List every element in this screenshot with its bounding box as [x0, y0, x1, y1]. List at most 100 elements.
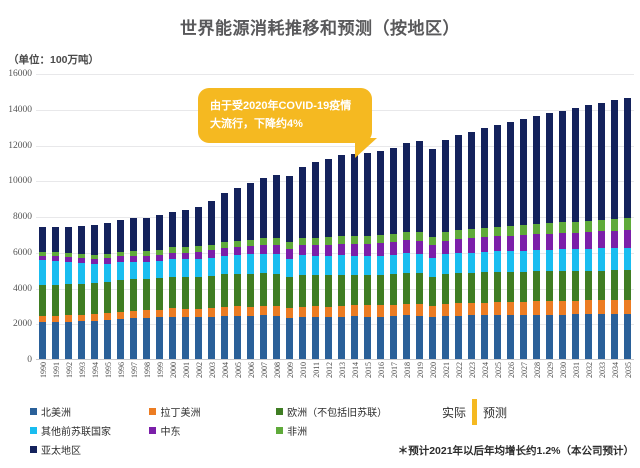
- bar-segment: [155, 309, 164, 318]
- bar-column[interactable]: [545, 113, 554, 360]
- bar-column[interactable]: [311, 161, 320, 360]
- bar-segment: [220, 306, 229, 316]
- bar-column[interactable]: [623, 97, 632, 360]
- bar-column[interactable]: [389, 147, 398, 360]
- bar-segment: [402, 303, 411, 316]
- bar-segment: [610, 314, 619, 360]
- bar-column[interactable]: [441, 139, 450, 360]
- bar-column[interactable]: [506, 121, 515, 360]
- bar-segment: [38, 251, 47, 256]
- bar-column[interactable]: [532, 116, 541, 360]
- bar-segment: [454, 253, 463, 274]
- bar-column[interactable]: [454, 135, 463, 360]
- bar-column[interactable]: [480, 128, 489, 360]
- bar-segment: [194, 246, 203, 252]
- bar-column[interactable]: [597, 102, 606, 360]
- bar-column[interactable]: [571, 108, 580, 360]
- bar-column[interactable]: [207, 200, 216, 360]
- bar-segment: [259, 273, 268, 306]
- bar-column[interactable]: [584, 105, 593, 360]
- x-tick-label: 1994: [90, 362, 100, 378]
- bar-segment: [116, 256, 125, 262]
- legend-swatch-icon: [276, 408, 284, 415]
- bar-column[interactable]: [285, 176, 294, 360]
- bar-segment: [350, 305, 359, 317]
- bar-segment: [311, 255, 320, 276]
- bar-column[interactable]: [259, 177, 268, 360]
- bar-column[interactable]: [558, 110, 567, 360]
- bar-column[interactable]: [233, 188, 242, 360]
- bar-segment: [129, 251, 138, 256]
- bar-column[interactable]: [103, 223, 112, 360]
- bar-segment: [246, 306, 255, 316]
- bar-column[interactable]: [155, 215, 164, 360]
- legend-item-1[interactable]: 拉丁美洲: [149, 404, 276, 419]
- bar-column[interactable]: [181, 210, 190, 360]
- bar-column[interactable]: [324, 158, 333, 360]
- bar-segment: [155, 317, 164, 360]
- bar-column[interactable]: [467, 131, 476, 360]
- legend-label: 其他前苏联国家: [41, 427, 111, 438]
- x-tick-label: 1997: [129, 362, 139, 378]
- bar-column[interactable]: [337, 155, 346, 360]
- bar-column[interactable]: [363, 153, 372, 360]
- bar-segment: [493, 226, 502, 237]
- bar-column[interactable]: [77, 226, 86, 360]
- bar-column[interactable]: [64, 226, 73, 360]
- legend-item-6[interactable]: 亚太地区: [30, 442, 162, 457]
- bar-segment: [259, 238, 268, 245]
- bar-segment: [129, 318, 138, 360]
- bar-column[interactable]: [220, 192, 229, 360]
- bar-segment: [194, 276, 203, 309]
- bar-column[interactable]: [402, 143, 411, 360]
- bar-column[interactable]: [519, 118, 528, 360]
- bar-segment: [38, 284, 47, 317]
- bar-column[interactable]: [142, 217, 151, 360]
- bar-segment: [207, 200, 216, 245]
- bar-segment: [298, 245, 307, 256]
- bar-segment: [376, 243, 385, 256]
- bar-column[interactable]: [272, 175, 281, 360]
- legend-item-0[interactable]: 北美洲: [30, 404, 149, 419]
- bar-column[interactable]: [194, 206, 203, 360]
- bar-column[interactable]: [298, 166, 307, 360]
- bar-segment: [441, 254, 450, 275]
- bar-column[interactable]: [38, 227, 47, 360]
- bar-segment: [181, 210, 190, 248]
- legend-item-2[interactable]: 欧洲（不包括旧苏联）: [276, 404, 430, 419]
- bar-segment: [441, 274, 450, 305]
- legend-label: 非洲: [287, 427, 308, 438]
- bar-segment: [454, 230, 463, 240]
- gridline: [36, 288, 634, 290]
- bar-segment: [64, 226, 73, 254]
- bar-column[interactable]: [51, 226, 60, 360]
- legend-item-3[interactable]: 其他前苏联国家: [30, 423, 149, 438]
- bar-segment: [480, 227, 489, 238]
- bar-column[interactable]: [246, 182, 255, 360]
- y-tick-label: 16000: [8, 69, 32, 79]
- bar-column[interactable]: [610, 100, 619, 360]
- bar-segment: [64, 257, 73, 262]
- x-tick-label: 2003: [207, 362, 217, 378]
- bar-segment: [493, 236, 502, 252]
- bar-segment: [298, 255, 307, 275]
- bar-column[interactable]: [116, 219, 125, 360]
- bar-column[interactable]: [350, 154, 359, 360]
- bar-segment: [363, 153, 372, 237]
- bar-segment: [90, 320, 99, 360]
- bar-column[interactable]: [129, 218, 138, 360]
- bar-segment: [285, 176, 294, 243]
- bar-column[interactable]: [168, 211, 177, 360]
- bar-segment: [610, 230, 619, 249]
- bar-column[interactable]: [493, 124, 502, 360]
- bar-segment: [220, 255, 229, 275]
- bar-column[interactable]: [415, 141, 424, 360]
- bar-column[interactable]: [90, 225, 99, 360]
- bar-segment: [519, 224, 528, 236]
- bar-column[interactable]: [376, 151, 385, 360]
- bar-segment: [181, 276, 190, 310]
- legend-item-5[interactable]: 非洲: [276, 423, 430, 438]
- gridline: [36, 252, 634, 254]
- legend-item-4[interactable]: 中东: [149, 423, 276, 438]
- bar-column[interactable]: [428, 148, 437, 360]
